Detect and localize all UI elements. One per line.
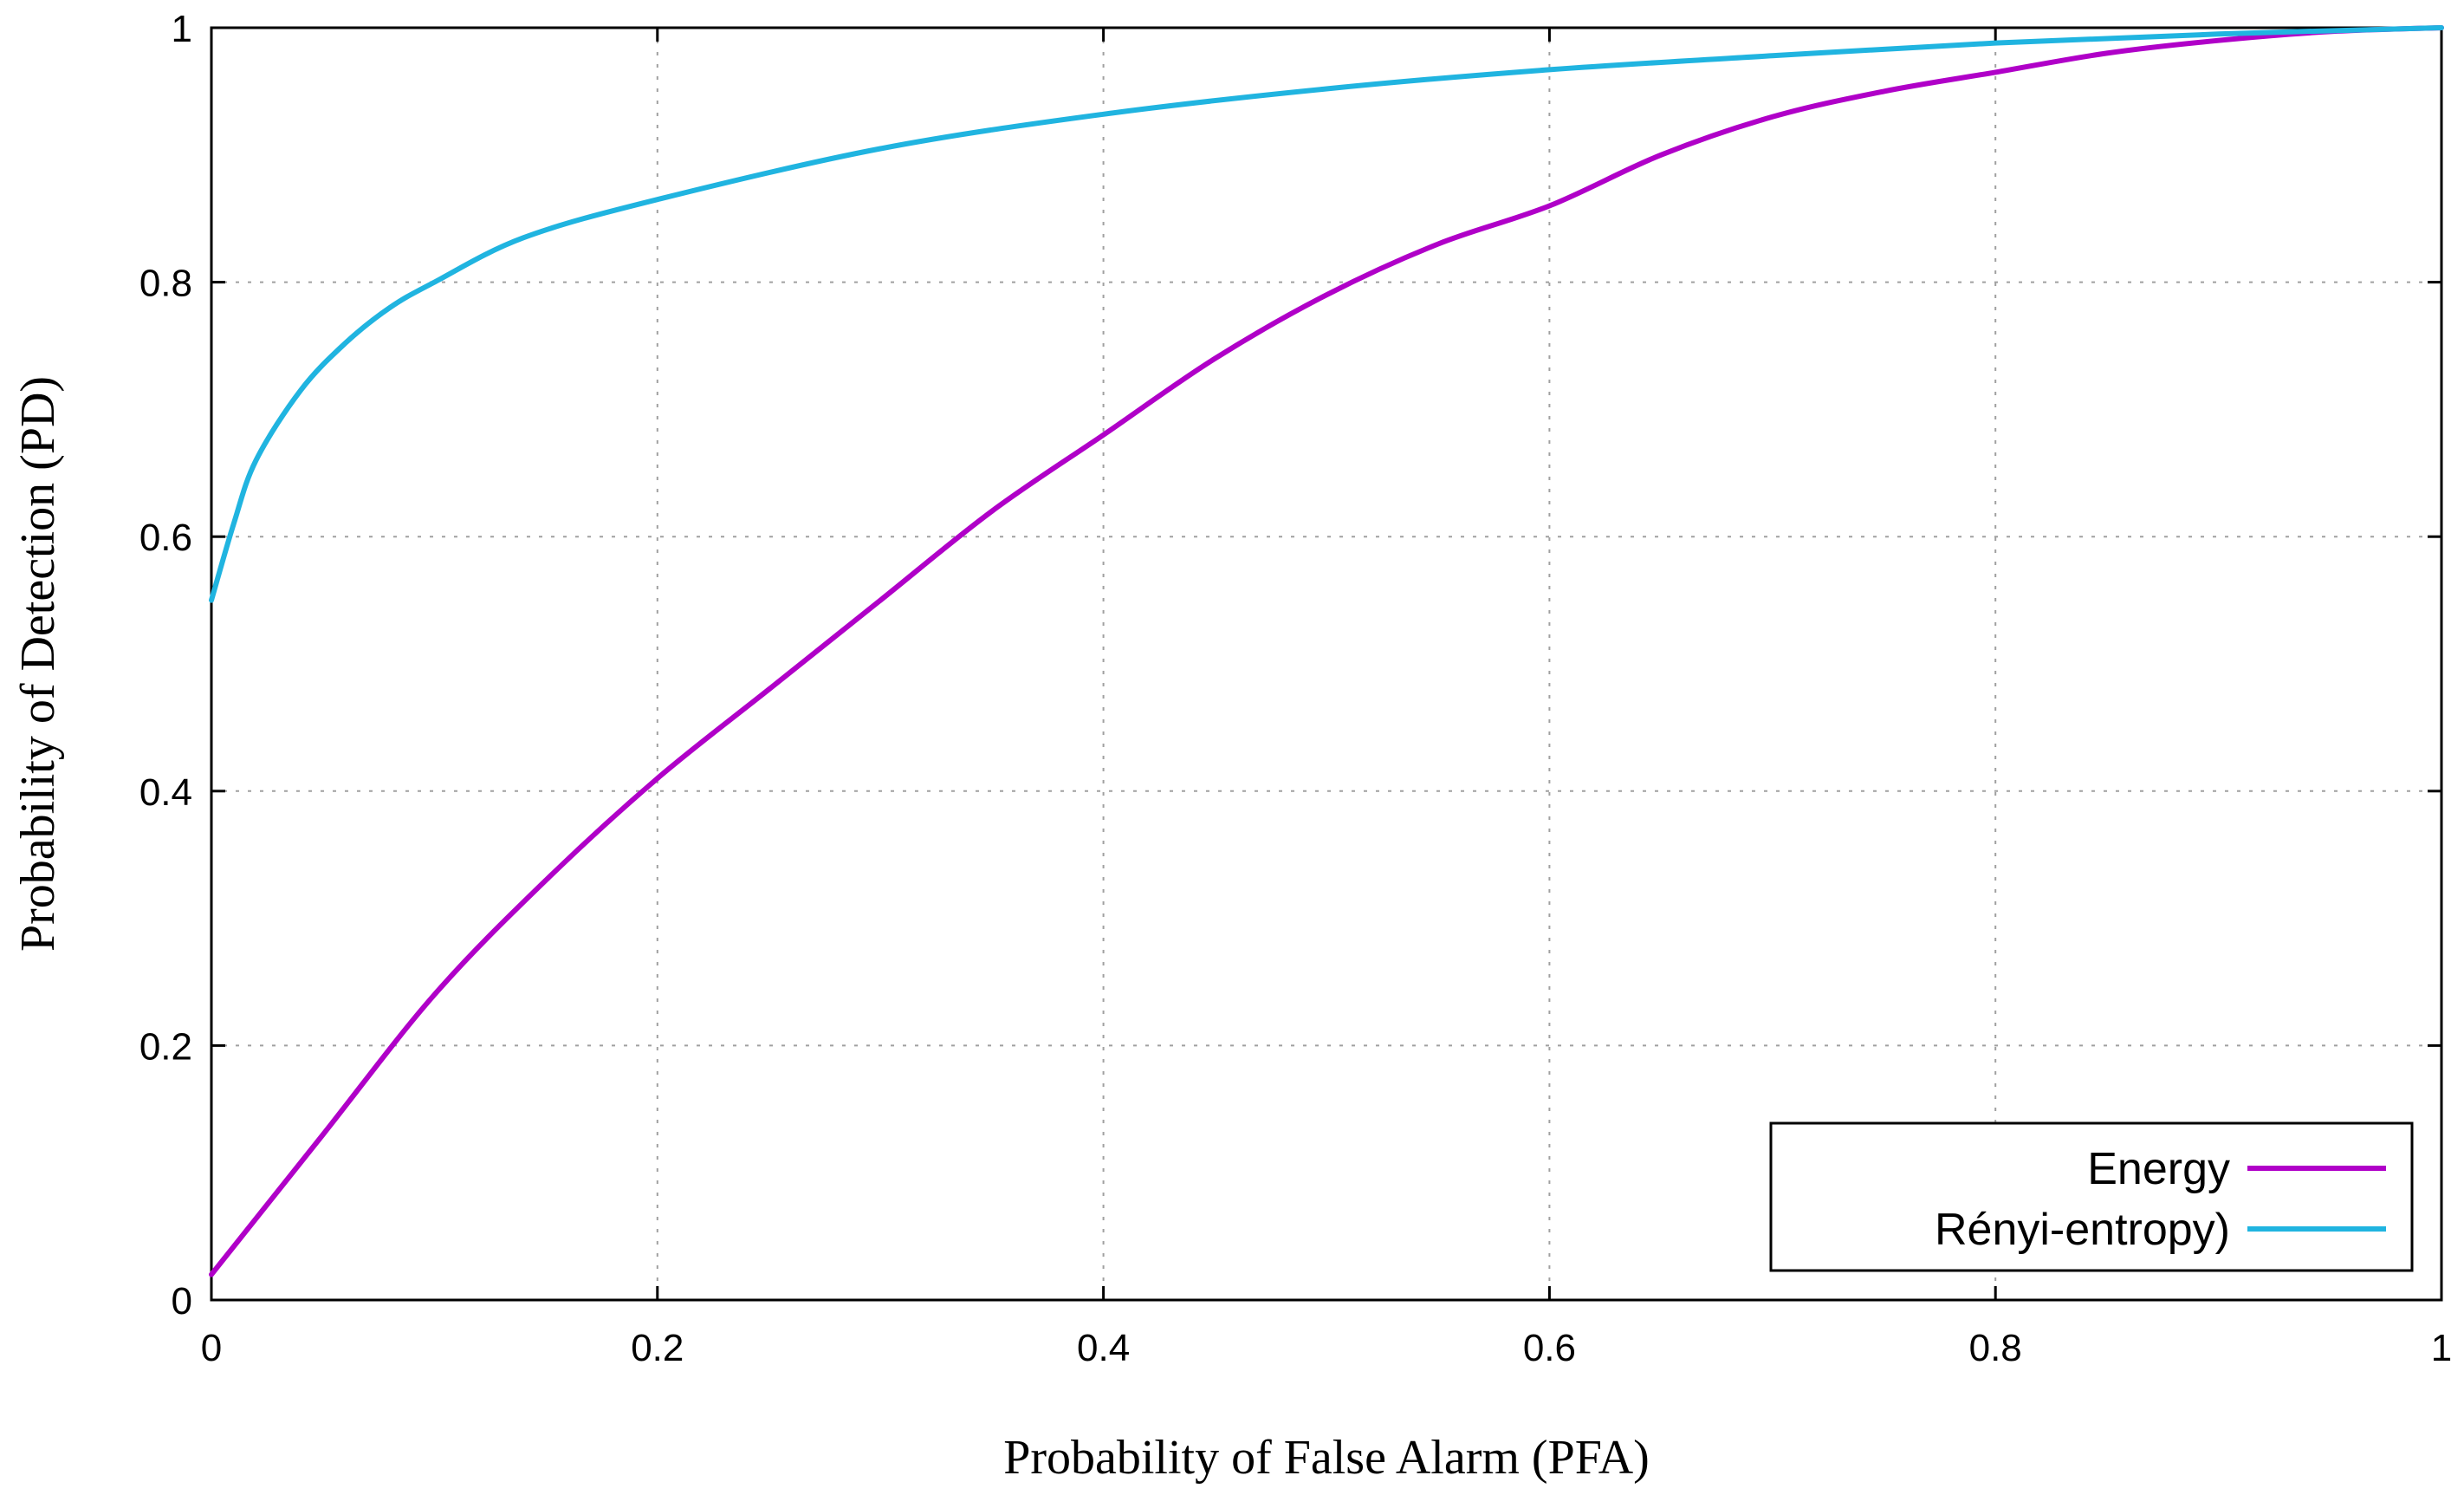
y-tick-label: 0.6	[139, 517, 192, 559]
series-line-1	[209, 25, 2444, 603]
series-line-0	[209, 25, 2444, 1277]
legend: Energy Rényi-entropy)	[1769, 1121, 2414, 1272]
axis-ticks: 0 0.2 0.4 0.6 0.8 1 0 0.2 0.4 0.6 0.8 1	[139, 8, 2452, 1369]
legend-box	[1769, 1121, 2414, 1272]
plot-frame	[210, 26, 2443, 1302]
grid	[211, 28, 2441, 1300]
series-lines	[209, 25, 2444, 1277]
x-axis-title: Probability of False Alarm (PFA)	[1003, 1431, 1650, 1485]
y-tick-label: 0.8	[139, 263, 192, 305]
x-tick-label: 0.2	[631, 1327, 684, 1369]
y-tick-label: 0.2	[139, 1025, 192, 1068]
x-tick-label: 0.6	[1523, 1327, 1576, 1369]
y-axis-title: Probability of Detection (PD)	[11, 376, 65, 952]
x-tick-label: 1	[2431, 1327, 2452, 1369]
legend-label-0: Energy	[2087, 1144, 2230, 1194]
legend-label-1: Rényi-entropy)	[1935, 1205, 2230, 1255]
x-tick-label: 0	[201, 1327, 222, 1369]
x-tick-label: 0.8	[1969, 1327, 2022, 1369]
y-tick-label: 0.4	[139, 771, 192, 814]
y-tick-label: 0	[172, 1280, 192, 1323]
y-tick-label: 1	[172, 8, 192, 50]
x-tick-label: 0.4	[1077, 1327, 1130, 1369]
